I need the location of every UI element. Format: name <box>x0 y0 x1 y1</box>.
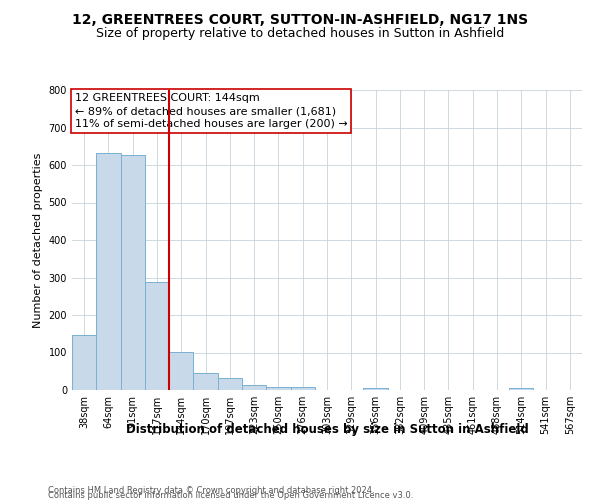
Bar <box>145 282 169 390</box>
Bar <box>364 388 388 390</box>
Text: 12 GREENTREES COURT: 144sqm
← 89% of detached houses are smaller (1,681)
11% of : 12 GREENTREES COURT: 144sqm ← 89% of det… <box>74 93 347 130</box>
Bar <box>290 387 315 390</box>
Bar <box>193 373 218 390</box>
Text: Contains public sector information licensed under the Open Government Licence v3: Contains public sector information licen… <box>48 491 413 500</box>
Text: Size of property relative to detached houses in Sutton in Ashfield: Size of property relative to detached ho… <box>96 28 504 40</box>
Text: 12, GREENTREES COURT, SUTTON-IN-ASHFIELD, NG17 1NS: 12, GREENTREES COURT, SUTTON-IN-ASHFIELD… <box>72 12 528 26</box>
Bar <box>169 352 193 390</box>
Bar <box>72 334 96 390</box>
Text: Distribution of detached houses by size in Sutton in Ashfield: Distribution of detached houses by size … <box>125 422 529 436</box>
Bar <box>242 385 266 390</box>
Bar <box>218 378 242 390</box>
Bar <box>96 153 121 390</box>
Y-axis label: Number of detached properties: Number of detached properties <box>33 152 43 328</box>
Bar <box>266 387 290 390</box>
Bar <box>121 155 145 390</box>
Text: Contains HM Land Registry data © Crown copyright and database right 2024.: Contains HM Land Registry data © Crown c… <box>48 486 374 495</box>
Bar <box>509 388 533 390</box>
